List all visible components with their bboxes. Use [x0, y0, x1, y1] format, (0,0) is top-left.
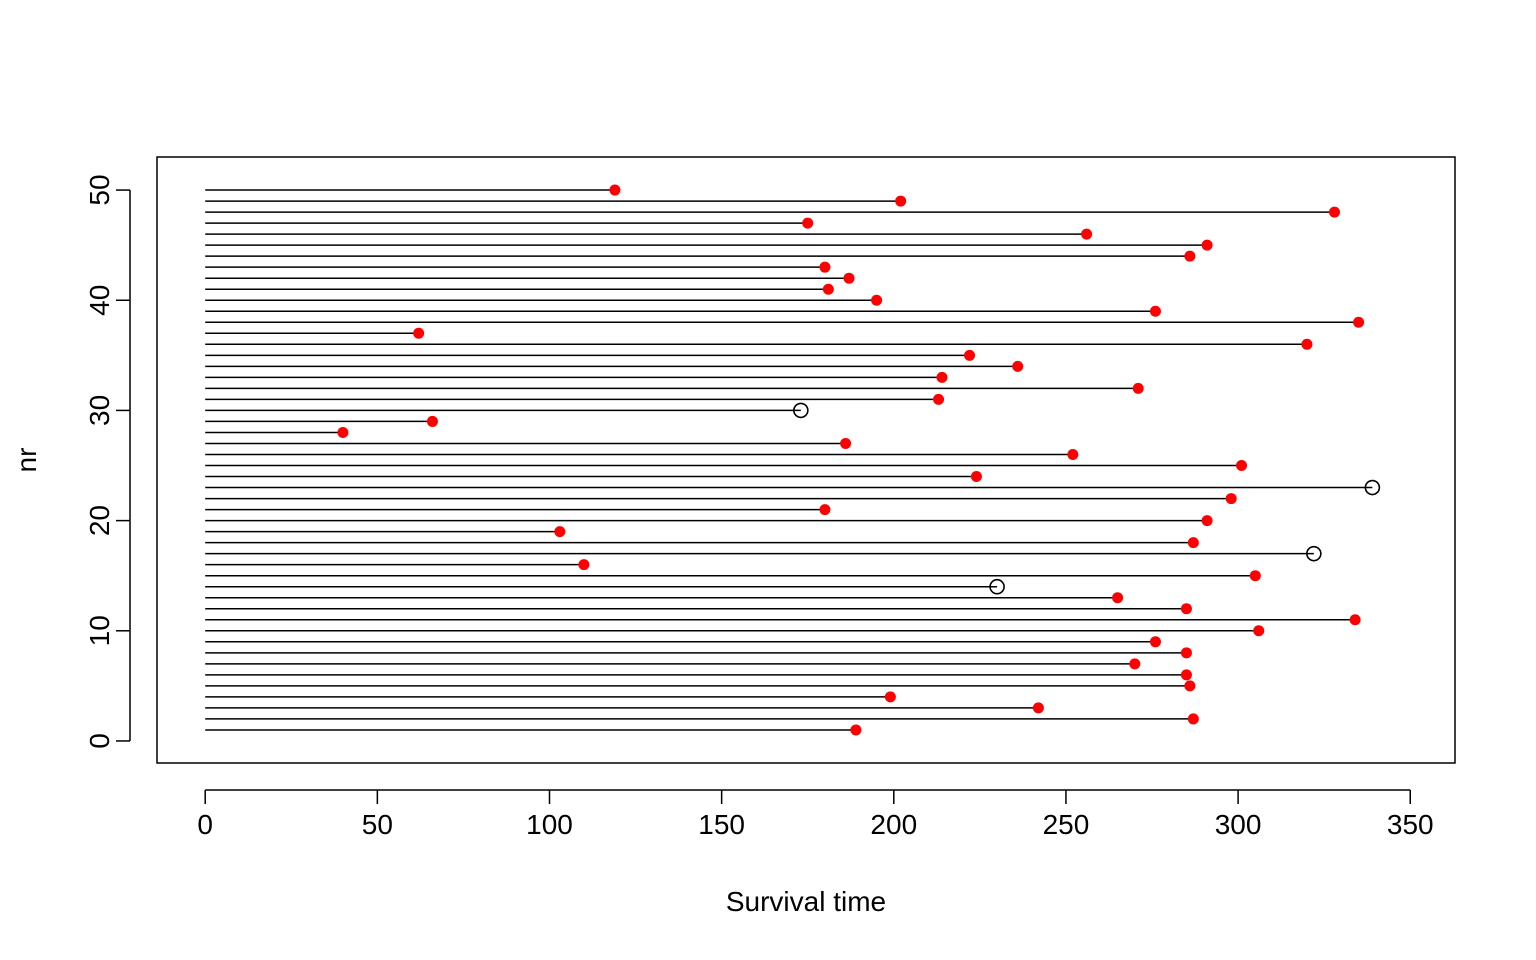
- x-tick-label: 50: [362, 809, 393, 840]
- x-tick-label: 100: [526, 809, 573, 840]
- censored-point: [793, 402, 809, 419]
- event-point: [1249, 570, 1261, 582]
- censored-point: [989, 578, 1005, 595]
- event-point: [1225, 493, 1237, 505]
- event-point: [1187, 537, 1199, 549]
- event-point: [609, 184, 621, 196]
- event-point: [413, 327, 425, 339]
- event-point: [1180, 647, 1192, 659]
- event-point: [1149, 636, 1161, 648]
- event-point: [1353, 316, 1365, 328]
- event-point: [1236, 460, 1248, 472]
- event-point: [840, 437, 852, 449]
- y-tick-label: 40: [84, 285, 115, 316]
- event-point: [819, 504, 831, 516]
- event-point: [426, 415, 438, 427]
- event-point: [1187, 713, 1199, 725]
- event-point: [1132, 382, 1144, 394]
- event-point: [1301, 338, 1313, 350]
- event-point: [1012, 360, 1024, 372]
- x-tick-label: 0: [197, 809, 213, 840]
- y-tick-label: 10: [84, 615, 115, 646]
- x-tick-label: 250: [1043, 809, 1090, 840]
- event-point: [1112, 592, 1124, 604]
- y-axis-title: nr: [11, 448, 42, 473]
- y-tick-label: 30: [84, 395, 115, 426]
- event-point: [850, 724, 862, 736]
- x-tick-label: 350: [1387, 809, 1434, 840]
- event-point: [936, 371, 948, 383]
- event-point: [843, 272, 855, 284]
- event-point: [1184, 250, 1196, 262]
- event-point: [1180, 669, 1192, 681]
- event-point: [1201, 515, 1213, 527]
- event-point: [819, 261, 831, 273]
- event-point: [1180, 603, 1192, 615]
- event-point: [802, 217, 814, 229]
- event-point: [964, 349, 976, 361]
- event-point: [933, 393, 945, 405]
- y-axis: 0 10 20 30 40 50: [84, 174, 131, 749]
- censored-point: [1306, 545, 1322, 562]
- event-point: [871, 294, 883, 306]
- event-point: [884, 691, 896, 703]
- x-tick-label: 200: [870, 809, 917, 840]
- survival-points: [337, 184, 1381, 736]
- event-point: [1349, 614, 1361, 626]
- event-point: [1067, 448, 1079, 460]
- censored-point: [1364, 479, 1381, 496]
- event-point: [1032, 702, 1044, 714]
- x-tick-label: 150: [698, 809, 745, 840]
- survival-segments: [205, 189, 1373, 731]
- x-axis-title: Survival time: [726, 886, 886, 917]
- event-point: [1129, 658, 1141, 670]
- event-point: [970, 471, 982, 483]
- event-point: [895, 195, 907, 207]
- event-point: [822, 283, 834, 295]
- event-point: [1201, 239, 1213, 251]
- y-tick-label: 20: [84, 505, 115, 536]
- event-point: [578, 559, 590, 571]
- event-point: [554, 526, 566, 538]
- event-point: [1253, 625, 1265, 637]
- event-point: [1149, 305, 1161, 317]
- y-tick-label: 0: [84, 733, 115, 749]
- x-tick-label: 300: [1215, 809, 1262, 840]
- y-tick-label: 50: [84, 174, 115, 205]
- event-point: [1328, 206, 1340, 218]
- event-point: [1184, 680, 1196, 692]
- event-point: [337, 426, 349, 438]
- event-point: [1081, 228, 1093, 240]
- x-axis: 0 50 100 150 200 250 300 350: [197, 789, 1434, 840]
- plot-frame: [156, 156, 1456, 764]
